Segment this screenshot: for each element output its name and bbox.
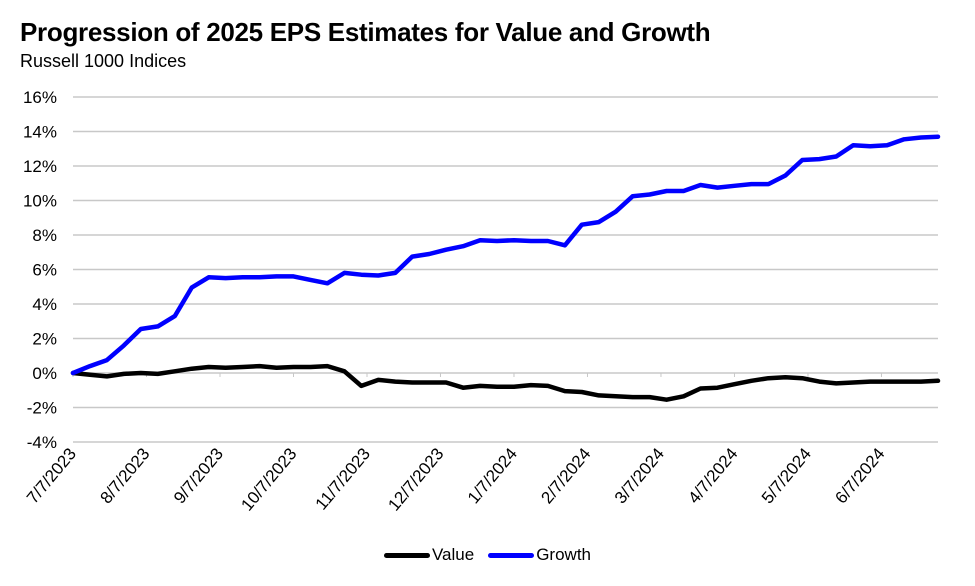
- x-tick-label: 3/7/2024: [611, 444, 668, 507]
- y-tick-label: 8%: [32, 226, 57, 245]
- series-lines: [70, 134, 941, 402]
- x-tick-label: 12/7/2023: [384, 444, 447, 514]
- y-tick-label: 0%: [32, 364, 57, 383]
- x-tick-label: 9/7/2023: [170, 444, 227, 507]
- legend-label-growth: Growth: [536, 545, 591, 564]
- x-tick-label: 7/7/2023: [23, 444, 80, 507]
- x-tick-label: 8/7/2023: [96, 444, 153, 507]
- y-tick-label: 2%: [32, 330, 57, 349]
- y-tick-label: 16%: [23, 88, 57, 107]
- x-tick-label: 6/7/2024: [831, 444, 888, 507]
- chart-subtitle: Russell 1000 Indices: [20, 51, 187, 71]
- legend-swatch-value: [383, 552, 430, 558]
- y-tick-label: -4%: [27, 433, 57, 452]
- series-line-growth: [70, 134, 941, 376]
- x-tick-label: 10/7/2023: [237, 444, 300, 514]
- y-tick-label: 10%: [23, 192, 57, 211]
- legend-item-growth: Growth: [488, 545, 591, 565]
- y-tick-label: 6%: [32, 261, 57, 280]
- legend-swatch-growth: [488, 552, 535, 558]
- y-tick-label: 14%: [23, 123, 57, 142]
- chart-title: Progression of 2025 EPS Estimates for Va…: [20, 17, 711, 47]
- y-tick-label: -2%: [27, 399, 57, 418]
- gridlines: [73, 96, 938, 443]
- y-tick-label: 4%: [32, 295, 57, 314]
- x-tick-label: 1/7/2024: [464, 444, 521, 507]
- y-tick-label: 12%: [23, 157, 57, 176]
- x-axis: 7/7/2023 8/7/2023 9/7/2023 10/7/2023 11/7/20…: [23, 373, 889, 515]
- legend-item-value: Value: [383, 545, 475, 565]
- series-line-value: [70, 363, 941, 402]
- x-tick-label: 4/7/2024: [684, 444, 741, 507]
- legend-label-value: Value: [431, 545, 475, 564]
- x-tick-label: 11/7/2023: [312, 444, 374, 513]
- x-tick-label: 5/7/2024: [758, 444, 815, 507]
- x-tick-label: 2/7/2024: [537, 444, 594, 507]
- legend: Value Growth: [0, 545, 975, 565]
- y-axis: 16% 14% 12% 10% 8% 6% 4% 2% 0% -2% -4%: [23, 88, 57, 452]
